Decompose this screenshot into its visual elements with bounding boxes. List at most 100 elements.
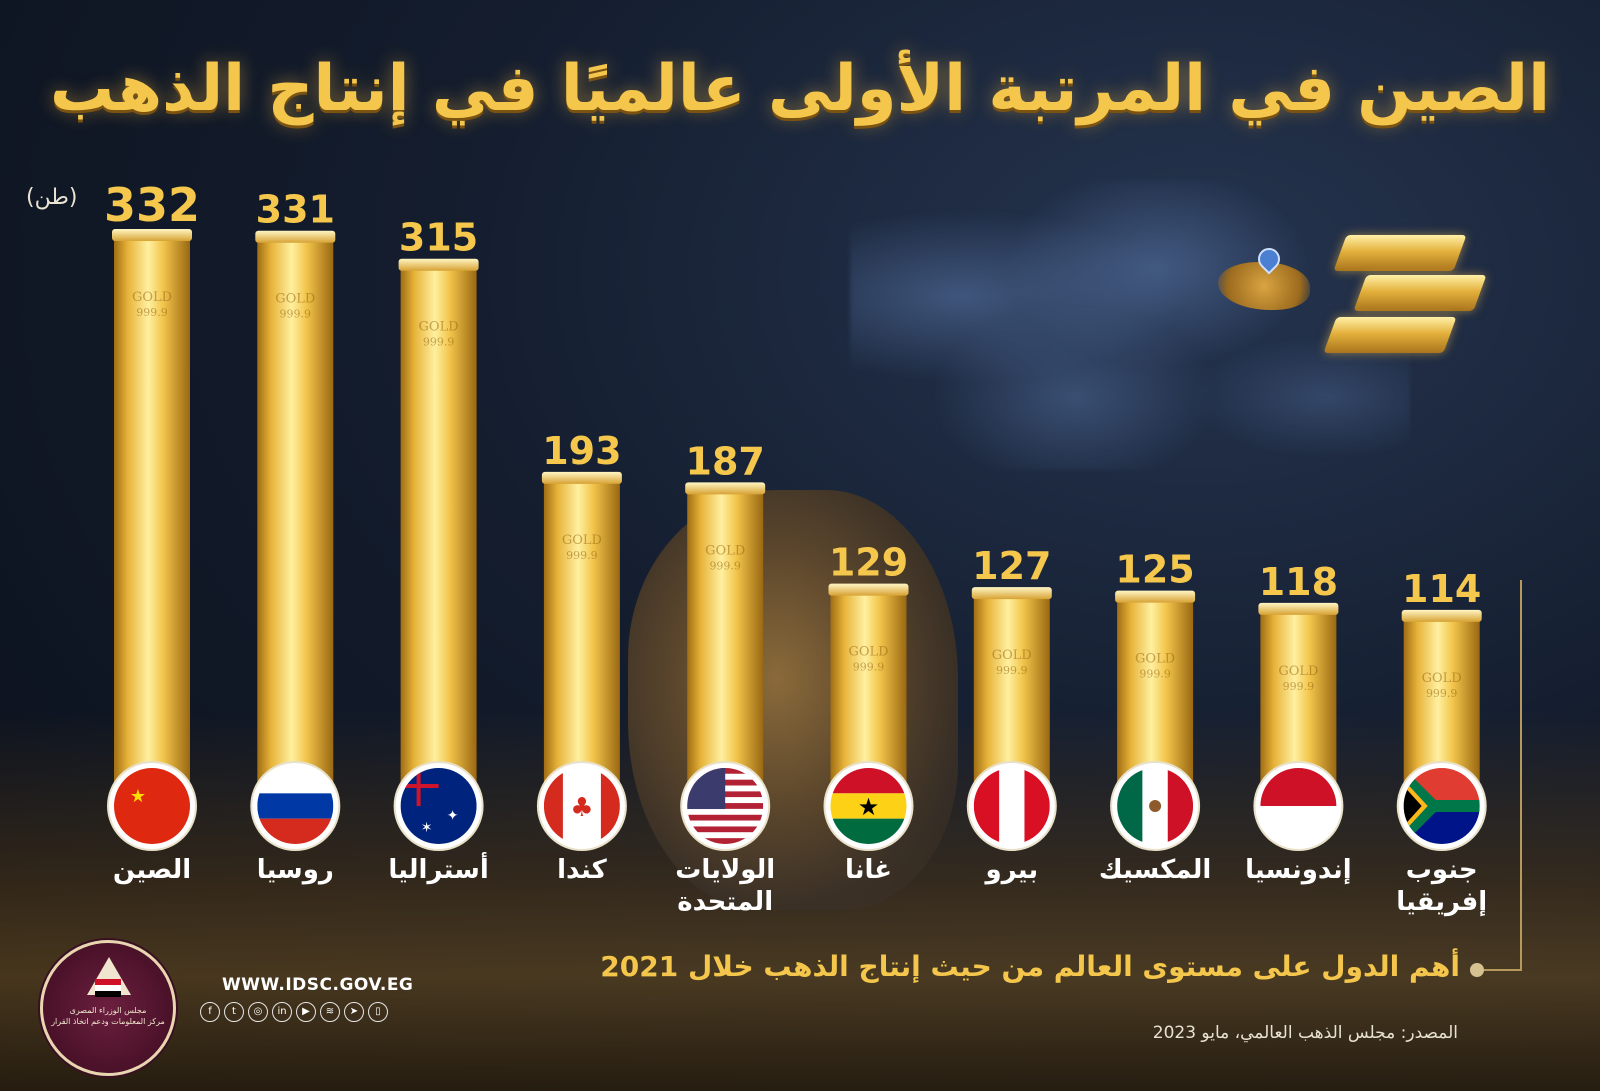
bar-cap — [112, 229, 192, 241]
bar-stamp-purity: 999.9 — [566, 549, 598, 562]
bar-stamp-gold: GOLD — [1135, 652, 1175, 667]
bar-stamp-purity: 999.9 — [280, 308, 312, 321]
category-label: أستراليا — [388, 852, 488, 885]
bar-united-states — [687, 488, 764, 815]
bar-cap — [971, 587, 1052, 600]
data-label: 315 — [399, 216, 478, 260]
bar-cap — [541, 471, 622, 484]
page-title: الصين في المرتبة الأولى عالميًا في إنتاج… — [50, 52, 1550, 126]
category-label: المكسيك — [1099, 855, 1212, 885]
logo-text: مجلس الوزراء المصرى مركز المعلومات ودعم … — [49, 1005, 167, 1027]
data-label: 331 — [256, 188, 335, 232]
bar-stamp-gold: GOLD — [419, 320, 459, 335]
category-label: كندا — [557, 855, 608, 885]
bar-cap — [1115, 590, 1196, 603]
svg-text:★: ★ — [130, 786, 146, 807]
instagram-icon[interactable]: ◎ — [248, 1002, 268, 1022]
subtitle-connector-line-h — [1482, 969, 1522, 971]
svg-text:★: ★ — [858, 793, 880, 821]
facebook-icon[interactable]: f — [200, 1002, 220, 1022]
category-label: جنوب — [1406, 855, 1478, 885]
united-states-flag-icon — [687, 768, 764, 844]
data-label: 193 — [542, 429, 621, 473]
world-map — [850, 180, 1410, 470]
egypt-flag-icon — [95, 979, 121, 997]
bar-canada — [543, 477, 620, 815]
category-label: الصين — [113, 855, 191, 885]
bar-cap — [828, 583, 909, 596]
australia-flag-icon: ✦✶ — [400, 768, 477, 844]
data-label: 127 — [972, 544, 1051, 588]
svg-text:✦: ✦ — [447, 808, 459, 824]
bar-cap — [255, 230, 336, 243]
bar-stamp-gold: GOLD — [1422, 671, 1462, 686]
data-label: 125 — [1115, 548, 1194, 592]
category-label: غانا — [845, 855, 892, 885]
category-label: إندونسيا — [1245, 855, 1351, 885]
bar-mexico — [1117, 596, 1194, 815]
source-note: المصدر: مجلس الذهب العالمي، مايو 2023 — [1152, 1023, 1458, 1043]
twitter-icon[interactable]: t — [224, 1002, 244, 1022]
logo-text-line2: مركز المعلومات ودعم اتخاذ القرار — [51, 1017, 165, 1026]
bar-stamp-gold: GOLD — [275, 292, 315, 307]
bar-stamp-purity: 999.9 — [1139, 668, 1171, 681]
soundcloud-icon[interactable]: ≋ — [320, 1002, 340, 1022]
bar-stamp-purity: 999.9 — [423, 336, 455, 349]
subtitle-bullet — [1470, 963, 1484, 977]
data-label: 332 — [104, 178, 200, 232]
bar-cap — [398, 258, 479, 271]
app-icon[interactable]: ▯ — [368, 1002, 388, 1022]
bar-stamp-purity: 999.9 — [853, 661, 885, 674]
subtitle-connector-line — [1520, 580, 1522, 970]
youtube-icon[interactable]: ▶ — [296, 1002, 316, 1022]
website-link[interactable]: WWW.IDSC.GOV.EG — [222, 975, 414, 995]
bar-stamp-purity: 999.9 — [1283, 680, 1315, 693]
chart-subtitle: أهم الدول على مستوى العالم من حيث إنتاج … — [600, 950, 1460, 983]
category-label: المتحدة — [677, 887, 773, 917]
bar-stamp-gold: GOLD — [132, 290, 172, 305]
data-label: 129 — [829, 541, 908, 585]
bar-stamp-gold: GOLD — [705, 543, 745, 558]
bar-russia — [257, 236, 334, 815]
bar-stamp-purity: 999.9 — [996, 664, 1028, 677]
bar-australia — [400, 264, 477, 815]
bar-cap — [685, 482, 766, 495]
bar-stamp-gold: GOLD — [1278, 664, 1318, 679]
bar-indonesia — [1260, 608, 1337, 815]
category-label: روسيا — [257, 855, 334, 885]
social-links: f t ◎ in ▶ ≋ ➤ ▯ — [200, 1002, 388, 1022]
svg-text:✶: ✶ — [421, 820, 433, 836]
category-label: إفريقيا — [1396, 887, 1487, 917]
bar-stamp-gold: GOLD — [848, 645, 888, 660]
bar-stamp-purity: 999.9 — [1426, 687, 1458, 700]
data-label: 118 — [1259, 560, 1338, 604]
telegram-icon[interactable]: ➤ — [344, 1002, 364, 1022]
bar-ghana — [830, 589, 907, 815]
linkedin-icon[interactable]: in — [272, 1002, 292, 1022]
category-label: الولايات — [675, 855, 775, 885]
south-africa-flag-icon — [1403, 768, 1480, 844]
unit-label: (طن) — [26, 185, 78, 210]
bar-cap — [1401, 609, 1482, 622]
indonesia-flag-icon — [1260, 768, 1337, 844]
logo-text-line1: مجلس الوزراء المصرى — [69, 1006, 147, 1015]
russia-flag-icon — [257, 768, 334, 844]
bar-stamp-purity: 999.9 — [709, 559, 741, 572]
data-label: 114 — [1402, 567, 1481, 611]
bar-stamp-gold: GOLD — [562, 533, 602, 548]
china-flag-icon: ★ — [114, 768, 190, 844]
bar-china — [114, 235, 190, 815]
peru-flag-icon — [973, 768, 1050, 844]
svg-text:♣: ♣ — [570, 793, 593, 823]
